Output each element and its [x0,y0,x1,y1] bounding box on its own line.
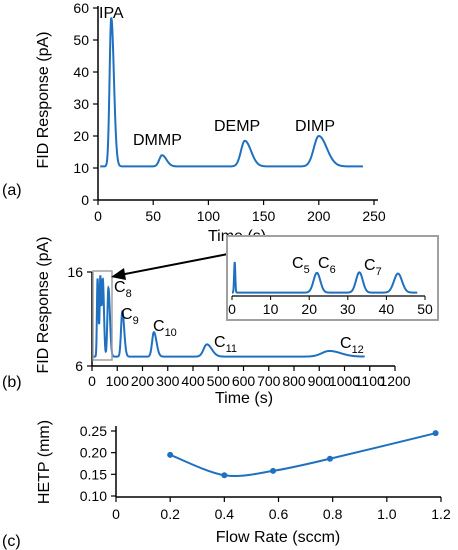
chart-a-x-tick-label: 100 [197,208,221,224]
chart-b-x-tick-label: 1000 [329,373,360,389]
chart-b-panel-label: (b) [2,374,22,391]
chart-a-peak-label-dmmp: DMMP [133,132,182,149]
chart-b-peak-label-c9: C9 [121,306,139,327]
chart-c-data-point [221,472,228,479]
zoom-arrow-line [119,253,229,276]
chart-c-data-point [270,467,277,474]
chart-c-fit-curve [169,432,436,478]
inset-peak-label-c6: C6 [318,255,336,276]
chart-a-y-ticks: 0 10 20 30 40 50 60 [73,0,98,208]
inset-peak-label-c7: C7 [364,257,382,278]
chart-c-data-point [167,451,174,458]
chart-c-points [167,430,439,479]
chart-a-peak-label-dimp: DIMP [295,118,335,135]
chart-a-x-tick-label: 50 [145,208,161,224]
inset-x-tick-label: 10 [263,301,279,317]
chart-b-peak-label-c11: C11 [214,334,237,355]
chart-b-x-tick-label: 300 [156,373,180,389]
chart-b-x-tick-label: 700 [257,373,281,389]
chart-c-data-point [326,455,333,462]
svg-text:C5: C5 [292,255,310,276]
chart-b-ylabel: FID Response (pA) [35,237,52,374]
chart-c-x-tick-label: 0.6 [269,506,289,522]
chart-a-trace [100,17,363,168]
chart-c-x-tick-label: 0.8 [323,506,343,522]
chart-b-inset: 0 10 20 30 40 50 C5 C6 C7 [226,235,439,321]
svg-text:C12: C12 [340,335,364,356]
chart-b-trace [92,275,365,358]
chart-a-peak-label-demp: DEMP [214,118,260,135]
svg-text:C6: C6 [318,255,336,276]
inset-x-tick-label: 50 [417,301,433,317]
chart-a-x-tick-label: 0 [94,208,102,224]
chart-b-x-tick-label: 800 [282,373,306,389]
inset-x-tick-label: 0 [228,301,236,317]
svg-text:C11: C11 [214,334,237,355]
chart-c-y-tick-label: 0.20 [80,445,107,461]
chart-c-y-ticks: 0.10 0.15 0.20 0.25 [80,423,116,504]
svg-text:C10: C10 [153,318,177,339]
chart-c-y-tick-label: 0.10 [80,488,107,504]
inset-x-tick-label: 40 [379,301,395,317]
chart-b-x-tick-label: 200 [131,373,155,389]
chart-b-peak-label-c8: C8 [114,279,132,300]
chart-b-y-tick-label: 16 [67,264,83,280]
chart-a-y-tick-label: 30 [73,96,89,112]
chart-a: 0 50 100 150 200 250 0 10 20 30 40 50 60 IPA DMMP D… [2,0,386,245]
chart-c-y-tick-label: 0.25 [80,423,107,439]
chart-c: 0 0.2 0.4 0.6 0.8 1.0 1.2 0.10 0.15 0.20 0.25 Flo… [2,420,451,550]
svg-text:C7: C7 [364,257,382,278]
chart-c-x-tick-label: 0.4 [215,506,235,522]
chart-a-x-ticks: 0 50 100 150 200 250 [94,200,386,224]
chart-a-x-tick-label: 250 [362,208,386,224]
inset-peak-label-c5: C5 [292,255,310,276]
chart-c-y-tick-label: 0.15 [80,466,107,482]
chart-b-x-tick-label: 600 [232,373,256,389]
chart-c-x-tick-label: 0.2 [160,506,180,522]
chart-c-panel-label: (c) [2,533,21,550]
chart-b-x-tick-label: 500 [207,373,231,389]
chart-b-y-tick-label: 6 [75,358,83,374]
chart-a-peak-label-ipa: IPA [99,5,124,22]
chart-b-x-tick-label: 100 [106,373,130,389]
chart-b-peak-label-c10: C10 [153,318,177,339]
chart-c-x-tick-label: 1.2 [431,506,451,522]
chart-c-xlabel: Flow Rate (sccm) [216,529,340,546]
inset-x-tick-label: 20 [301,301,317,317]
svg-text:C9: C9 [121,306,139,327]
chart-a-y-tick-label: 40 [73,64,89,80]
chart-a-x-tick-label: 150 [252,208,276,224]
zoom-arrow-head [111,268,126,280]
chart-b-peak-label-c12: C12 [340,335,364,356]
chart-b-x-tick-label: 0 [88,373,96,389]
chart-a-ylabel: FID Response (pA) [35,32,52,169]
chart-b-x-tick-label: 1200 [379,373,410,389]
chart-a-x-tick-label: 200 [307,208,331,224]
chart-b-x-tick-label: 900 [308,373,332,389]
chart-a-y-tick-label: 0 [81,192,89,208]
chart-c-x-tick-label: 1.0 [377,506,397,522]
chart-a-panel-label: (a) [2,182,22,199]
inset-x-ticks: 0 10 20 30 40 50 [228,296,433,317]
chart-c-x-ticks: 0 0.2 0.4 0.6 0.8 1.0 1.2 [112,497,451,522]
chart-a-y-tick-label: 10 [73,160,89,176]
inset-frame [226,235,439,321]
chart-a-y-tick-label: 20 [73,128,89,144]
chart-c-x-tick-label: 0 [112,506,120,522]
chart-c-ylabel: HETP (mm) [36,420,53,504]
chart-b-x-tick-label: 1100 [355,373,385,389]
chart-c-data-point [432,430,439,437]
zoom-region-box [92,270,113,361]
chart-b: 0 100 200 300 400 500 600 700 800 900100011001200… [2,235,439,407]
chart-b-xlabel: Time (s) [215,390,273,407]
inset-x-tick-label: 30 [340,301,356,317]
chart-b-y-ticks: 6 16 [67,264,92,374]
chart-a-y-tick-label: 60 [73,0,89,16]
chart-a-y-tick-label: 50 [73,32,89,48]
chart-b-x-tick-label: 400 [181,373,205,389]
inset-trace [232,261,418,294]
svg-text:C8: C8 [114,279,132,300]
